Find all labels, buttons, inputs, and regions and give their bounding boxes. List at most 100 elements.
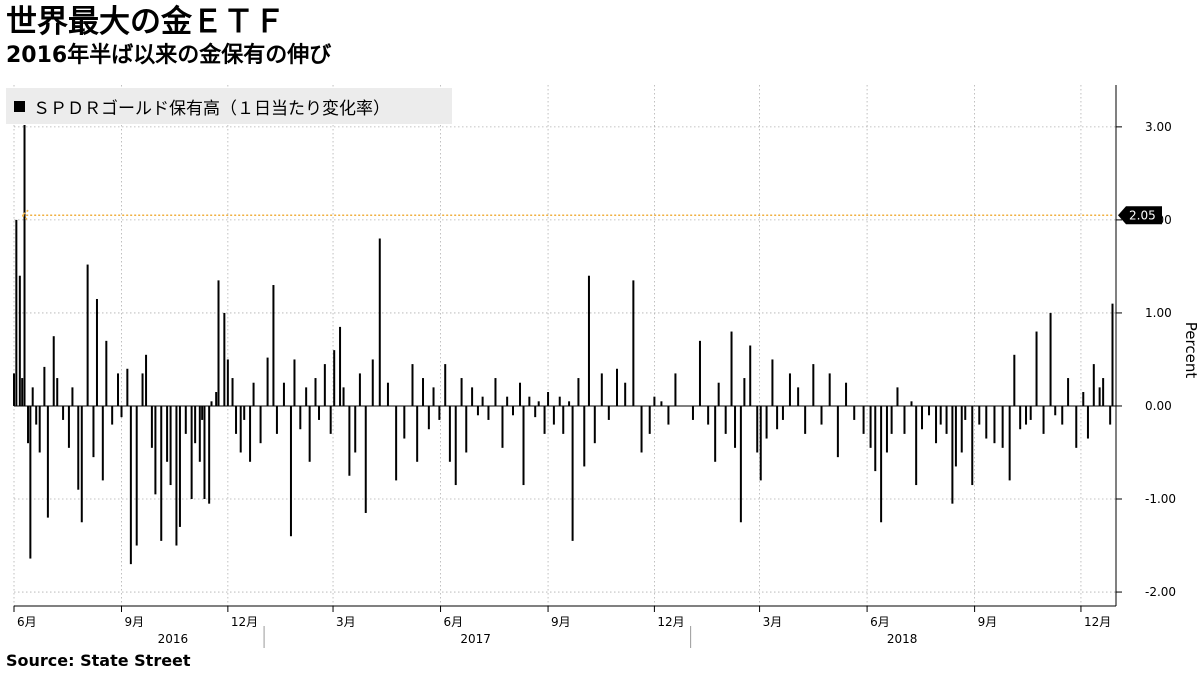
bar bbox=[448, 405, 451, 462]
bar bbox=[29, 405, 32, 559]
bar bbox=[1109, 405, 1112, 425]
bar bbox=[660, 401, 663, 406]
bar bbox=[667, 405, 670, 425]
bar bbox=[386, 382, 389, 406]
bar bbox=[203, 405, 206, 500]
legend-swatch bbox=[14, 100, 25, 112]
bar bbox=[471, 387, 474, 406]
bar bbox=[1049, 312, 1052, 406]
bar bbox=[129, 405, 132, 565]
bar bbox=[717, 382, 720, 406]
bar bbox=[730, 331, 733, 406]
y-axis-title: Percent bbox=[1182, 322, 1200, 379]
bar bbox=[117, 373, 120, 406]
bar bbox=[593, 405, 596, 444]
bar bbox=[939, 405, 942, 425]
bar bbox=[18, 275, 21, 406]
bar bbox=[348, 405, 351, 476]
bar bbox=[1111, 303, 1114, 406]
bar bbox=[928, 405, 931, 416]
bar bbox=[522, 405, 525, 486]
bar bbox=[299, 405, 302, 430]
bar bbox=[329, 405, 332, 434]
bar bbox=[921, 405, 924, 430]
year-label: 2017 bbox=[460, 632, 491, 646]
bar bbox=[342, 387, 345, 406]
bar bbox=[411, 364, 414, 406]
bar bbox=[781, 405, 784, 420]
bar bbox=[869, 405, 872, 448]
bar bbox=[71, 387, 74, 406]
bar bbox=[935, 405, 938, 444]
bar bbox=[698, 340, 701, 406]
bar bbox=[339, 326, 342, 406]
bar bbox=[1013, 354, 1016, 406]
bar bbox=[145, 354, 148, 406]
bar bbox=[624, 382, 627, 406]
bar bbox=[210, 401, 213, 406]
bar bbox=[166, 405, 169, 462]
bar bbox=[217, 280, 220, 406]
bar bbox=[403, 405, 406, 439]
bar bbox=[568, 401, 571, 406]
bar bbox=[674, 373, 677, 406]
bar bbox=[890, 405, 893, 434]
legend-label: ＳＰＤＲゴールド保有高（１日当たり変化率） bbox=[33, 98, 390, 119]
bar bbox=[95, 298, 98, 406]
bar bbox=[1102, 378, 1105, 406]
bar bbox=[1054, 405, 1057, 416]
bar bbox=[511, 405, 514, 416]
bar bbox=[293, 359, 296, 406]
bar bbox=[62, 405, 65, 420]
bar bbox=[126, 368, 129, 406]
bar bbox=[874, 405, 877, 472]
bar bbox=[481, 396, 484, 406]
bar bbox=[272, 285, 275, 406]
chart-subtitle: 2016年半ば以来の金保有の伸び bbox=[6, 43, 332, 68]
bar bbox=[86, 264, 89, 406]
bar bbox=[169, 405, 172, 486]
bar bbox=[1075, 405, 1078, 448]
bar bbox=[734, 405, 737, 448]
bar bbox=[771, 359, 774, 406]
bar bbox=[714, 405, 717, 462]
bar bbox=[653, 396, 656, 406]
bar bbox=[208, 405, 211, 504]
x-tick-label: 9月 bbox=[125, 615, 145, 629]
bar bbox=[231, 378, 234, 406]
x-tick-label: 3月 bbox=[336, 615, 356, 629]
source-note: Source: State Street bbox=[6, 651, 191, 670]
bar bbox=[528, 396, 531, 406]
bar bbox=[120, 405, 123, 418]
bar bbox=[494, 378, 497, 406]
bar bbox=[960, 405, 963, 453]
bar bbox=[607, 405, 610, 420]
bar bbox=[820, 405, 823, 425]
bar bbox=[903, 405, 906, 434]
bar bbox=[190, 405, 193, 500]
bar bbox=[845, 382, 848, 406]
bar bbox=[707, 405, 710, 425]
bar bbox=[587, 275, 590, 406]
bar bbox=[724, 405, 727, 434]
bar bbox=[1067, 378, 1070, 406]
bar bbox=[46, 405, 49, 518]
bar bbox=[993, 405, 996, 444]
bar bbox=[880, 405, 883, 523]
legend: ＳＰＤＲゴールド保有高（１日当たり変化率） bbox=[6, 88, 452, 124]
year-label: 2018 bbox=[887, 632, 918, 646]
last-value-badge bbox=[1118, 206, 1162, 225]
bar bbox=[239, 405, 242, 453]
bar bbox=[1082, 392, 1085, 406]
bar bbox=[797, 387, 800, 406]
x-tick-label: 6月 bbox=[444, 615, 464, 629]
bar bbox=[23, 125, 26, 406]
bar bbox=[141, 373, 144, 406]
bar bbox=[788, 373, 791, 406]
bar bbox=[812, 364, 815, 406]
bar bbox=[964, 405, 967, 420]
bar bbox=[364, 405, 367, 513]
bar bbox=[314, 378, 317, 406]
x-tick-label: 9月 bbox=[978, 615, 998, 629]
